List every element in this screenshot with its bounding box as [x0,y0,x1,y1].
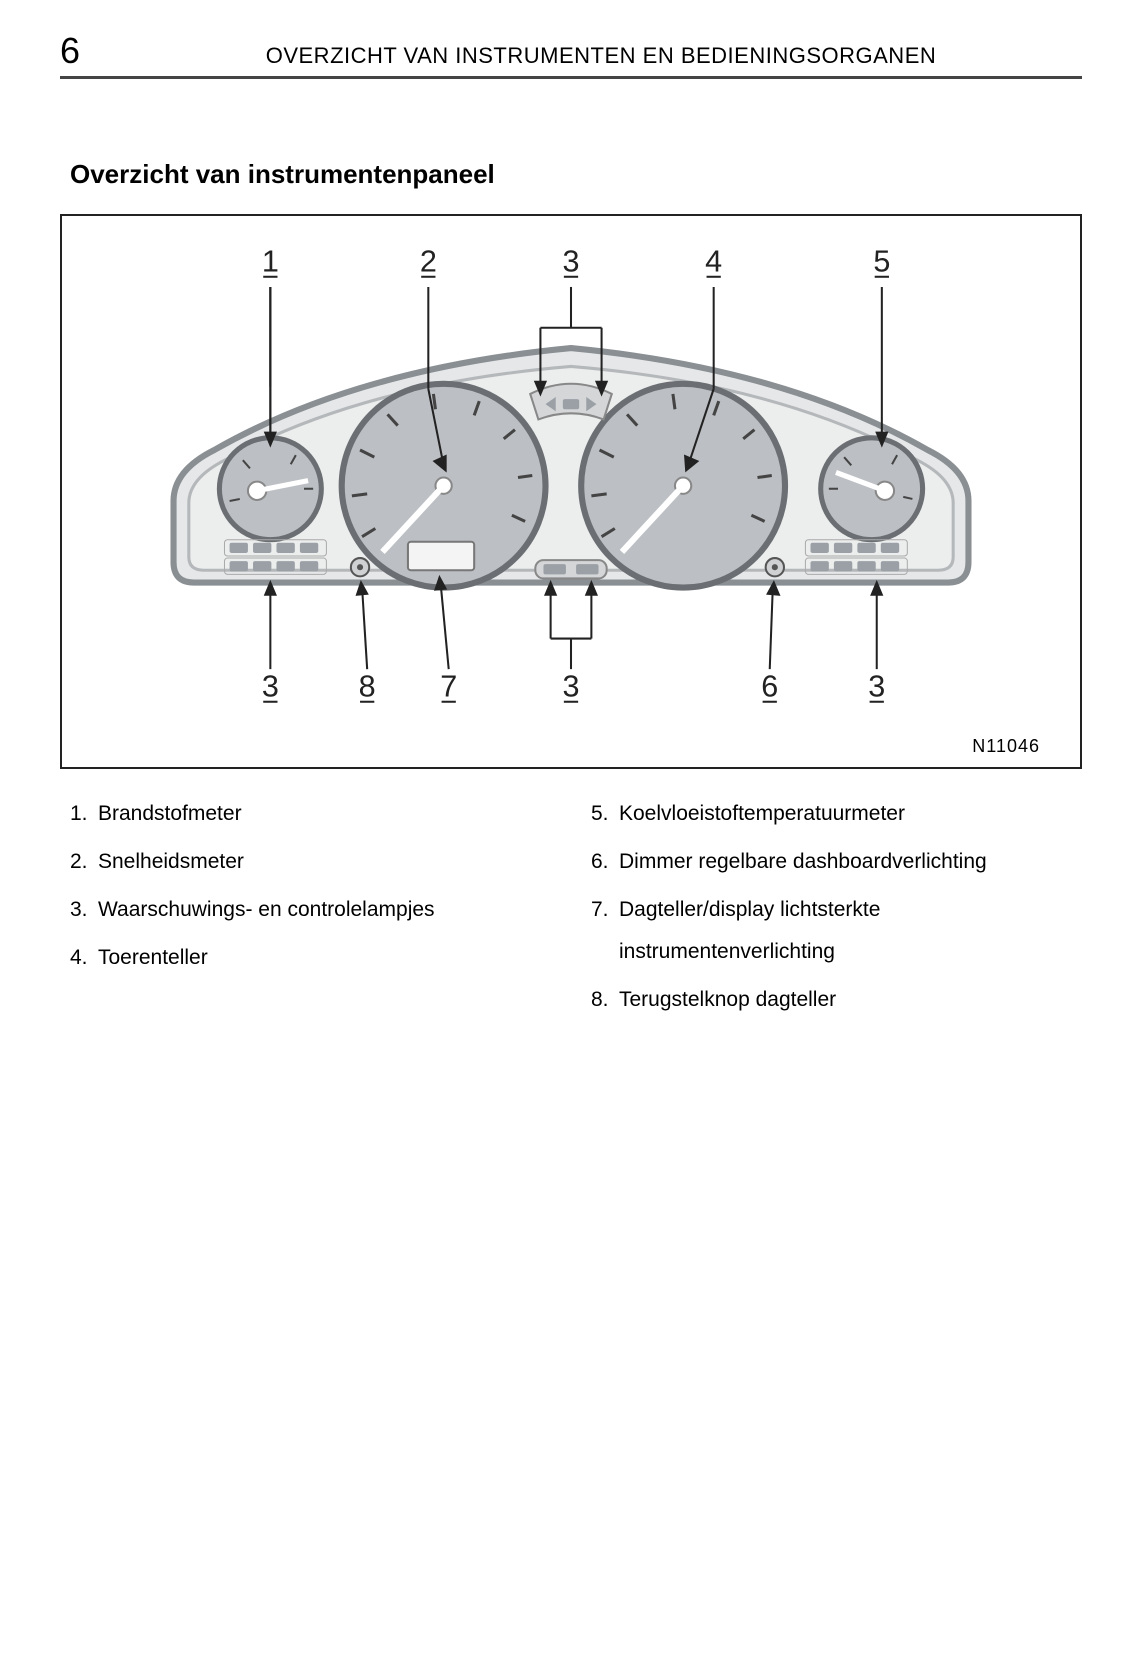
legend-number: 1. [70,793,98,835]
legend-item: 8.Terugstelknop dagteller [591,979,1072,1021]
legend-number: 8. [591,979,619,1021]
figure-caption: N11046 [92,736,1050,757]
fuel-gauge [219,438,321,540]
legend-text: Brandstofmeter [98,793,551,835]
legend-item: 6.Dimmer regelbare dashboardverlichting [591,841,1072,883]
callout-number: 4 [705,245,722,279]
callout-number: 3 [262,670,279,704]
page-number: 6 [60,30,120,72]
page-header: 6 OVERZICHT VAN INSTRUMENTEN EN BEDIENIN… [60,30,1082,79]
callout-number: 8 [359,670,376,704]
legend-left-col: 1.Brandstofmeter2.Snelheidsmeter3.Waarsc… [70,793,551,1027]
trip-reset-knob [351,558,369,576]
legend-number: 6. [591,841,619,883]
legend-text: Terugstelknop dagteller [619,979,1072,1021]
callout-number: 3 [563,245,580,279]
callout-number: 7 [440,670,457,704]
callout-number: 1 [262,245,279,279]
legend-number: 7. [591,889,619,973]
legend-number: 4. [70,937,98,979]
temperature-gauge [821,438,923,540]
legend-text: Koelvloeistoftemperatuurmeter [619,793,1072,835]
callout-number: 6 [761,670,778,704]
legend-item: 4.Toerenteller [70,937,551,979]
section-title: Overzicht van instrumentenpaneel [70,159,1082,190]
legend-text: Toerenteller [98,937,551,979]
legend-item: 1.Brandstofmeter [70,793,551,835]
dimmer-knob [766,558,784,576]
legend-item: 7.Dagteller/display lichtsterkte instrum… [591,889,1072,973]
callout-number: 3 [868,670,885,704]
legend-text: Dagteller/display lichtsterkte instrumen… [619,889,1072,973]
speedometer-gauge [342,384,546,588]
figure-box: 1 2 3 4 5 3 8 7 3 6 3 N11046 [60,214,1082,769]
tachometer-gauge [581,384,785,588]
legend-text: Snelheidsmeter [98,841,551,883]
legend-item: 3.Waarschuwings- en controlelampjes [70,889,551,931]
legend-item: 5.Koelvloeistoftemperatuurmeter [591,793,1072,835]
legend-number: 3. [70,889,98,931]
legend-number: 5. [591,793,619,835]
legend: 1.Brandstofmeter2.Snelheidsmeter3.Waarsc… [60,793,1082,1027]
header-title: OVERZICHT VAN INSTRUMENTEN EN BEDIENINGS… [120,43,1082,69]
instrument-cluster-diagram: 1 2 3 4 5 3 8 7 3 6 3 [92,236,1050,725]
legend-text: Waarschuwings- en controlelampjes [98,889,551,931]
callout-number: 2 [420,245,437,279]
callout-number: 5 [873,245,890,279]
legend-right-col: 5.Koelvloeistoftemperatuurmeter6.Dimmer … [591,793,1072,1027]
page: 6 OVERZICHT VAN INSTRUMENTEN EN BEDIENIN… [0,0,1142,1654]
legend-text: Dimmer regelbare dashboardverlichting [619,841,1072,883]
callout-number: 3 [563,670,580,704]
legend-number: 2. [70,841,98,883]
center-bottom-indicators [535,560,606,578]
legend-item: 2.Snelheidsmeter [70,841,551,883]
